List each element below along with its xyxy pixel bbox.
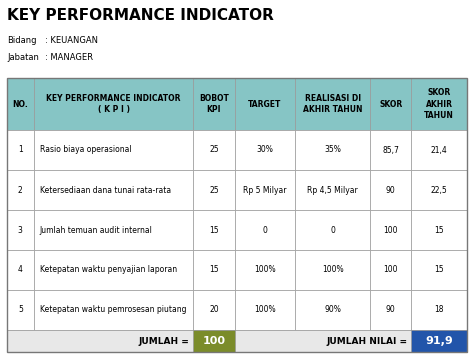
Text: 100: 100	[202, 336, 226, 346]
Text: 100: 100	[383, 225, 398, 234]
Bar	[411, 210, 467, 250]
Text: 20: 20	[209, 306, 219, 314]
Bar	[7, 78, 467, 352]
Text: 25: 25	[209, 186, 219, 195]
Text: 85,7: 85,7	[383, 145, 399, 154]
Text: : MANAGER: : MANAGER	[45, 53, 93, 62]
Bar	[295, 250, 370, 290]
Text: 35%: 35%	[324, 145, 341, 154]
Text: JUMLAH NILAI =: JUMLAH NILAI =	[326, 336, 407, 345]
Text: 15: 15	[209, 266, 219, 275]
Bar	[193, 78, 235, 130]
Text: 30%: 30%	[256, 145, 273, 154]
Text: 15: 15	[434, 225, 444, 234]
Text: SKOR
AKHIR
TAHUN: SKOR AKHIR TAHUN	[424, 88, 454, 120]
Text: Rasio biaya operasional: Rasio biaya operasional	[40, 145, 131, 154]
Text: 0: 0	[263, 225, 267, 234]
Bar	[411, 130, 467, 170]
Text: Bidang: Bidang	[7, 36, 36, 45]
Bar	[193, 130, 235, 170]
Text: 22,5: 22,5	[431, 186, 447, 195]
Text: 21,4: 21,4	[431, 145, 447, 154]
Bar	[370, 78, 411, 130]
Text: Ketepatan waktu penyajian laporan: Ketepatan waktu penyajian laporan	[40, 266, 177, 275]
Text: KEY PERFORMANCE INDICATOR: KEY PERFORMANCE INDICATOR	[7, 8, 274, 23]
Bar	[370, 210, 411, 250]
Bar	[193, 290, 235, 330]
Bar	[7, 250, 34, 290]
Bar	[235, 78, 295, 130]
Bar	[34, 290, 193, 330]
Bar	[295, 210, 370, 250]
Text: 25: 25	[209, 145, 219, 154]
Bar	[193, 170, 235, 210]
Text: BOBOT
KPI: BOBOT KPI	[199, 94, 229, 114]
Text: 91,9: 91,9	[425, 336, 453, 346]
Bar	[7, 330, 467, 352]
Bar	[370, 290, 411, 330]
Bar	[411, 290, 467, 330]
Bar	[7, 78, 34, 130]
Bar	[193, 210, 235, 250]
Text: SKOR: SKOR	[379, 99, 402, 108]
Bar	[235, 290, 295, 330]
Text: 100%: 100%	[254, 266, 276, 275]
Text: 90: 90	[386, 306, 396, 314]
Text: TARGET: TARGET	[248, 99, 282, 108]
Bar	[7, 210, 34, 250]
Bar	[370, 250, 411, 290]
Text: 100%: 100%	[254, 306, 276, 314]
Bar	[34, 210, 193, 250]
Bar	[235, 250, 295, 290]
Bar	[295, 170, 370, 210]
Bar	[411, 250, 467, 290]
Text: 3: 3	[18, 225, 23, 234]
Text: Jumlah temuan audit internal: Jumlah temuan audit internal	[40, 225, 153, 234]
Bar	[235, 170, 295, 210]
Bar	[235, 130, 295, 170]
Bar	[370, 130, 411, 170]
Text: 2: 2	[18, 186, 23, 195]
Text: Rp 5 Milyar: Rp 5 Milyar	[243, 186, 287, 195]
Bar	[7, 170, 34, 210]
Text: Ketersediaan dana tunai rata-rata: Ketersediaan dana tunai rata-rata	[40, 186, 171, 195]
Text: 100: 100	[383, 266, 398, 275]
Bar	[411, 170, 467, 210]
Text: NO.: NO.	[12, 99, 28, 108]
Text: REALISASI DI
AKHIR TAHUN: REALISASI DI AKHIR TAHUN	[303, 94, 363, 114]
Text: Rp 4,5 Milyar: Rp 4,5 Milyar	[307, 186, 358, 195]
Text: 90: 90	[386, 186, 396, 195]
Text: : KEUANGAN: : KEUANGAN	[45, 36, 98, 45]
Bar	[34, 130, 193, 170]
Text: 90%: 90%	[324, 306, 341, 314]
Text: 15: 15	[209, 225, 219, 234]
Bar	[295, 78, 370, 130]
Bar	[34, 170, 193, 210]
Bar	[411, 78, 467, 130]
Text: JUMLAH =: JUMLAH =	[138, 336, 190, 345]
Text: 0: 0	[330, 225, 335, 234]
Text: Ketepatan waktu pemrosesan piutang: Ketepatan waktu pemrosesan piutang	[40, 306, 186, 314]
Bar	[411, 330, 467, 352]
Text: 1: 1	[18, 145, 23, 154]
Bar	[235, 210, 295, 250]
Bar	[34, 78, 193, 130]
Bar	[370, 170, 411, 210]
Text: 4: 4	[18, 266, 23, 275]
Bar	[34, 250, 193, 290]
Text: Jabatan: Jabatan	[7, 53, 39, 62]
Bar	[295, 130, 370, 170]
Text: 18: 18	[434, 306, 444, 314]
Bar	[193, 330, 235, 352]
Bar	[193, 250, 235, 290]
Bar	[295, 290, 370, 330]
Bar	[7, 130, 34, 170]
Text: 100%: 100%	[322, 266, 344, 275]
Text: 15: 15	[434, 266, 444, 275]
Bar	[7, 290, 34, 330]
Text: KEY PERFORMANCE INDICATOR
( K P I ): KEY PERFORMANCE INDICATOR ( K P I )	[46, 94, 181, 114]
Text: 5: 5	[18, 306, 23, 314]
